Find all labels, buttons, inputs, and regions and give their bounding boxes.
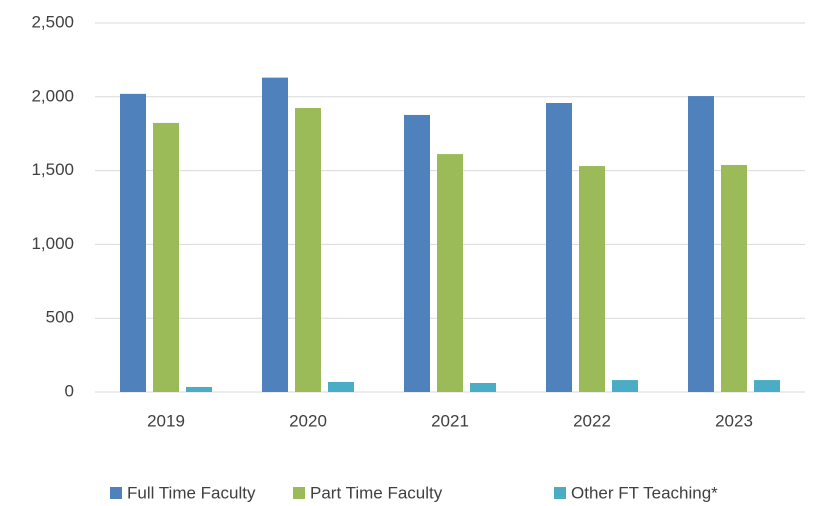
x-tick-label: 2021: [431, 411, 469, 430]
y-tick-label: 2,500: [31, 12, 74, 31]
bar: [754, 380, 780, 392]
bar: [262, 77, 288, 392]
x-tick-label: 2023: [715, 411, 753, 430]
bar: [328, 381, 354, 392]
bar: [437, 154, 463, 392]
bar: [404, 114, 430, 392]
y-tick-label: 1,000: [31, 234, 74, 253]
x-tick-label: 2020: [289, 411, 327, 430]
y-tick-label: 2,000: [31, 86, 74, 105]
x-tick-label: 2019: [147, 411, 185, 430]
legend-label: Part Time Faculty: [310, 483, 443, 502]
legend-swatch: [554, 487, 566, 499]
legend-swatch: [110, 487, 122, 499]
bar: [470, 382, 496, 392]
bar: [579, 166, 605, 392]
legend-swatch: [293, 487, 305, 499]
bar: [721, 164, 747, 392]
y-tick-label: 0: [65, 381, 74, 400]
bar: [120, 93, 146, 393]
bar: [186, 386, 212, 392]
legend-label: Full Time Faculty: [127, 483, 256, 502]
bar: [612, 380, 638, 392]
bar: [295, 108, 321, 392]
bar: [688, 96, 714, 392]
y-tick-label: 500: [46, 308, 74, 327]
bar: [153, 122, 179, 392]
y-tick-label: 1,500: [31, 160, 74, 179]
legend-label: Other FT Teaching*: [571, 483, 718, 502]
x-tick-label: 2022: [573, 411, 611, 430]
bar: [546, 102, 572, 392]
